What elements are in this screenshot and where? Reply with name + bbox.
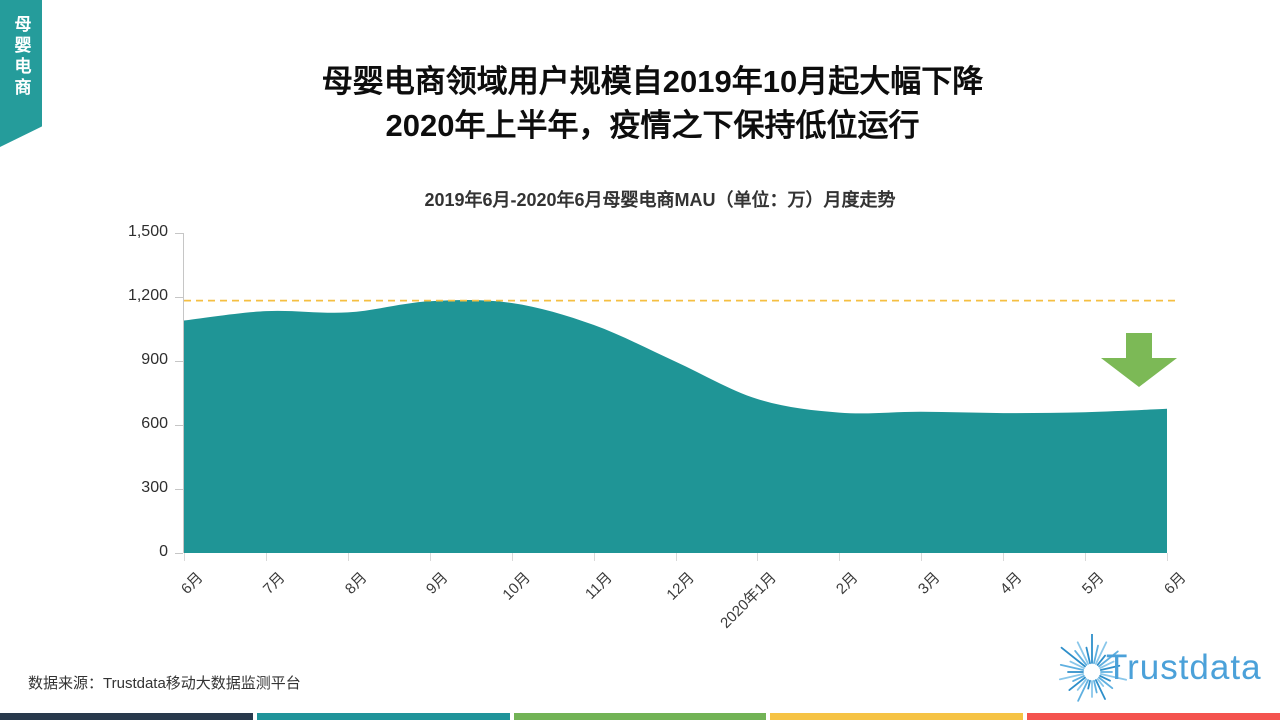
x-axis-tick-mark	[1003, 553, 1005, 561]
logo-wordmark: Trustdata	[1106, 648, 1262, 687]
plot-area	[175, 233, 1178, 561]
starburst-ray	[1076, 678, 1088, 691]
starburst-ray	[1099, 675, 1111, 682]
starburst-ray	[1099, 664, 1121, 671]
slide-title-line2: 2020年上半年，疫情之下保持低位运行	[385, 108, 920, 143]
x-axis-tick-mark	[593, 553, 595, 561]
starburst-ray	[1096, 654, 1106, 666]
y-axis-tick-mark	[175, 297, 183, 298]
x-axis-tick-label: 10月	[499, 569, 534, 604]
y-axis-tick-mark	[175, 553, 183, 554]
starburst-ray	[1058, 673, 1085, 681]
slide-title: 母婴电商领域用户规模自2019年10月起大幅下降 2020年上半年，疫情之下保持…	[25, 60, 1280, 148]
x-axis-tick-label: 11月	[582, 569, 616, 603]
y-axis-tick-label: 300	[141, 479, 168, 496]
chart-title: 2019年6月-2020年6月母婴电商MAU（单位：万）月度走势	[424, 190, 896, 210]
category-ribbon-label: 母婴电商	[11, 15, 31, 99]
bottom-color-strip	[0, 713, 1280, 720]
slide-title-line1: 母婴电商领域用户规模自2019年10月起大幅下降	[321, 64, 984, 99]
decline-arrow-icon	[1101, 333, 1177, 387]
starburst-ray	[1068, 676, 1086, 691]
x-axis-tick-label: 12月	[663, 569, 698, 604]
area-series	[184, 300, 1167, 553]
y-axis-tick-mark	[175, 361, 183, 362]
starburst-ray	[1072, 675, 1085, 683]
starburst-ray	[1077, 679, 1089, 702]
starburst-ray	[1098, 676, 1114, 690]
trustdata-logo: Trustdata	[1056, 634, 1266, 706]
x-axis-tick-label: 4月	[996, 569, 1026, 598]
x-axis-tick-mark	[675, 553, 677, 561]
y-axis-tick-mark	[175, 489, 183, 490]
x-axis-tick-label: 9月	[423, 569, 452, 598]
x-axis-tick-mark	[1167, 553, 1168, 561]
x-axis-tick-mark	[839, 553, 841, 561]
x-axis-tick-mark	[184, 553, 185, 561]
y-axis-tick-label: 900	[141, 351, 168, 368]
x-axis-tick-label: 6月	[1160, 569, 1190, 598]
category-ribbon-tab: 母婴电商	[0, 0, 42, 147]
x-axis-tick-mark	[757, 553, 759, 561]
starburst-ray	[1095, 679, 1106, 700]
starburst-ray	[1099, 673, 1128, 681]
starburst-ray	[1093, 679, 1098, 694]
x-axis-tick-mark	[429, 553, 431, 561]
starburst-ray	[1093, 644, 1099, 665]
y-axis-tick-mark	[175, 233, 183, 234]
data-source-note: 数据来源：Trustdata移动大数据监测平台	[28, 675, 301, 692]
y-axis-tick-mark	[175, 425, 183, 426]
starburst-ray	[1059, 663, 1085, 671]
x-axis-tick-label: 2020年1月	[716, 569, 780, 632]
x-axis-tick-mark	[347, 553, 349, 561]
x-axis-tick-mark	[1085, 553, 1087, 561]
y-axis-tick-label: 1,200	[127, 287, 168, 304]
starburst-ray	[1085, 646, 1091, 665]
x-axis-tick-mark	[265, 553, 267, 561]
starburst-ray	[1095, 641, 1108, 665]
strip-segment	[513, 713, 767, 720]
y-axis-tick-label: 1,500	[127, 223, 168, 240]
starburst-icon	[1058, 634, 1128, 702]
strip-segment	[770, 713, 1024, 720]
x-axis-tick-mark	[511, 553, 513, 561]
x-axis-tick-label: 2月	[832, 569, 862, 598]
x-axis-tick-label: 5月	[1078, 569, 1108, 598]
strip-segment	[1027, 713, 1280, 720]
starburst-ray	[1098, 650, 1119, 668]
x-axis-tick-label: 7月	[259, 569, 289, 598]
strip-segment	[0, 713, 253, 720]
starburst-ray	[1096, 678, 1105, 687]
x-axis-tick-label: 3月	[914, 569, 944, 598]
x-axis-tick-label: 8月	[341, 569, 370, 598]
strip-segment	[256, 713, 510, 720]
starburst-ray	[1074, 649, 1088, 666]
y-axis-tick-label: 0	[159, 543, 168, 560]
starburst-ray	[1069, 660, 1085, 669]
x-axis-tick-mark	[921, 553, 923, 561]
x-axis-tick-label: 6月	[177, 569, 207, 598]
area-chart	[184, 299, 1178, 553]
starburst-ray	[1099, 660, 1115, 669]
y-axis-tick-label: 600	[141, 415, 168, 432]
starburst-ray	[1087, 679, 1091, 690]
starburst-ray	[1076, 641, 1089, 665]
starburst-ray	[1060, 646, 1086, 668]
